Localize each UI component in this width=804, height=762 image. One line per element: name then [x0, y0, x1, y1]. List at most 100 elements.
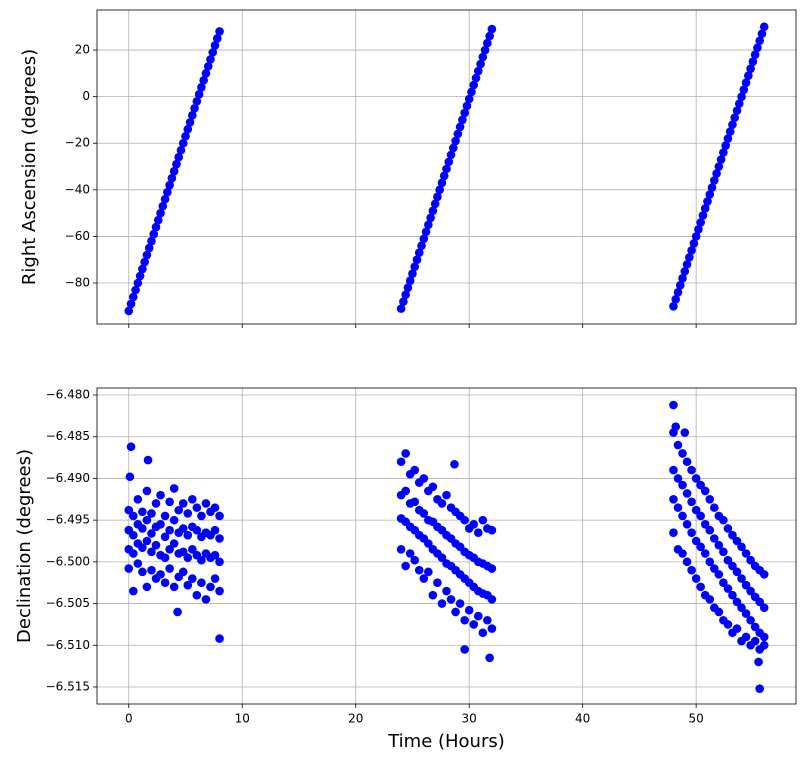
point	[190, 103, 199, 113]
point	[723, 584, 733, 593]
point	[142, 250, 152, 260]
point	[131, 285, 140, 295]
point	[408, 269, 417, 278]
point	[442, 164, 451, 174]
point	[732, 567, 742, 577]
point	[464, 94, 474, 104]
point	[210, 503, 220, 512]
point	[212, 34, 222, 43]
point	[453, 129, 463, 139]
point	[696, 218, 705, 227]
point	[215, 557, 224, 567]
x-tick-label: 20	[348, 712, 363, 726]
point	[678, 511, 687, 521]
point	[151, 222, 161, 232]
point	[156, 570, 165, 579]
point	[728, 530, 737, 540]
point	[746, 64, 755, 74]
point	[396, 457, 406, 467]
point	[487, 624, 497, 633]
point	[188, 545, 197, 554]
point	[464, 605, 474, 615]
point	[158, 201, 168, 211]
y-tick-label: −80	[65, 276, 90, 290]
point	[215, 634, 224, 643]
point	[401, 290, 410, 299]
point	[755, 597, 764, 607]
point	[185, 117, 195, 127]
point	[719, 515, 728, 525]
point	[462, 101, 472, 111]
point	[700, 486, 710, 496]
point	[144, 243, 154, 253]
point	[410, 465, 420, 475]
point	[426, 213, 435, 223]
point	[167, 173, 177, 183]
point	[476, 59, 485, 69]
point	[673, 503, 683, 512]
point	[183, 530, 193, 540]
point	[203, 62, 213, 71]
point	[732, 597, 742, 607]
point	[696, 542, 705, 552]
point	[687, 528, 696, 537]
point	[719, 148, 728, 157]
point	[487, 525, 497, 535]
point	[754, 657, 763, 667]
point	[703, 197, 712, 206]
point	[750, 622, 760, 632]
point	[737, 542, 746, 552]
point	[428, 206, 438, 216]
point	[705, 525, 715, 535]
point	[138, 543, 147, 552]
point	[478, 628, 488, 638]
point	[680, 428, 690, 437]
point	[446, 595, 456, 604]
point	[669, 465, 678, 475]
point	[487, 24, 497, 34]
point	[669, 301, 678, 311]
point	[399, 297, 408, 306]
point	[174, 152, 184, 162]
point	[215, 534, 224, 543]
y-tick-label: −6.480	[46, 388, 90, 402]
point	[433, 578, 442, 588]
point	[419, 509, 429, 518]
point	[138, 567, 147, 577]
point	[424, 567, 433, 577]
point	[437, 499, 447, 508]
y-axis-label: Right Ascension (degrees)	[19, 49, 40, 285]
x-tick-label: 40	[575, 712, 590, 726]
point	[178, 138, 188, 148]
y-tick-label: −20	[65, 136, 90, 150]
point	[485, 31, 494, 41]
point	[759, 640, 769, 650]
point	[473, 528, 483, 537]
point	[160, 553, 170, 562]
point	[142, 486, 152, 496]
point	[197, 555, 206, 565]
y-tick-label: −6.490	[46, 471, 90, 485]
point	[135, 271, 145, 281]
y-tick-label: −6.510	[46, 638, 90, 652]
point	[719, 578, 728, 588]
point	[201, 595, 211, 604]
point	[124, 306, 134, 316]
x-tick-label: 50	[689, 712, 704, 726]
point	[728, 590, 737, 600]
point	[700, 204, 710, 213]
point	[151, 499, 161, 508]
point	[687, 565, 696, 575]
y-tick-label: −6.485	[46, 429, 90, 443]
point	[133, 559, 143, 568]
axes-frame	[96, 387, 797, 705]
point	[714, 570, 724, 579]
x-tick-label: 30	[462, 712, 477, 726]
point	[757, 29, 767, 39]
point	[460, 108, 469, 118]
point	[169, 484, 179, 493]
point	[197, 511, 206, 521]
point	[442, 490, 451, 500]
point	[478, 515, 488, 525]
point	[428, 482, 438, 492]
